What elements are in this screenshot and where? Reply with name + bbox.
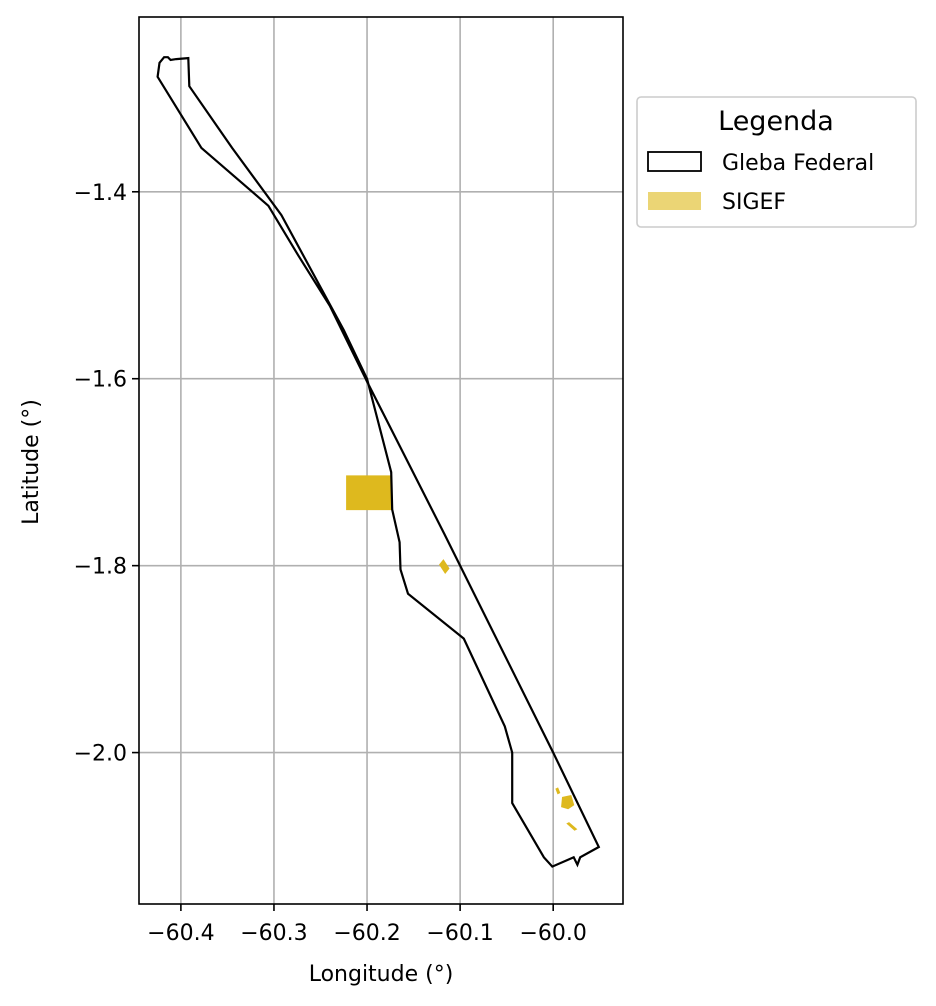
x-tick-label: −60.3 [240,921,307,946]
legend-label-gleba-federal: Gleba Federal [722,151,874,176]
x-axis-label: Longitude (°) [309,962,454,987]
gleba-federal-boundary [156,56,601,868]
legend-title: Legenda [718,106,834,137]
y-axis-label: Latitude (°) [19,399,44,525]
plot-frame [138,16,624,905]
y-tick-label: −1.4 [74,181,127,206]
sigef-parcel [566,822,578,831]
legend: Legenda Gleba Federal SIGEF [636,96,917,228]
legend-swatch-gleba-federal [647,151,702,172]
y-tick-label: −1.8 [74,555,127,580]
legend-swatch-sigef [648,192,701,210]
sigef-parcel [555,787,561,795]
y-tick-label: −1.6 [74,368,127,393]
legend-frame [636,96,917,228]
x-tick-label: −60.1 [426,921,493,946]
x-tick-label: −60.2 [333,921,400,946]
axis-ticks: −60.4 −60.3 −60.2 −60.1 −60.0 −1.4 −1.6 −1.8 −2.… [74,181,587,946]
sigef-parcel [438,559,450,574]
x-tick-label: −60.4 [147,921,214,946]
x-tick-label: −60.0 [519,921,586,946]
legend-label-sigef: SIGEF [722,190,786,215]
gleba-federal-layer [156,56,601,868]
grid-lines [139,17,623,904]
sigef-parcel [346,475,393,511]
y-tick-label: −2.0 [74,742,127,767]
sigef-layer [346,475,578,831]
sigef-parcel [561,795,575,810]
